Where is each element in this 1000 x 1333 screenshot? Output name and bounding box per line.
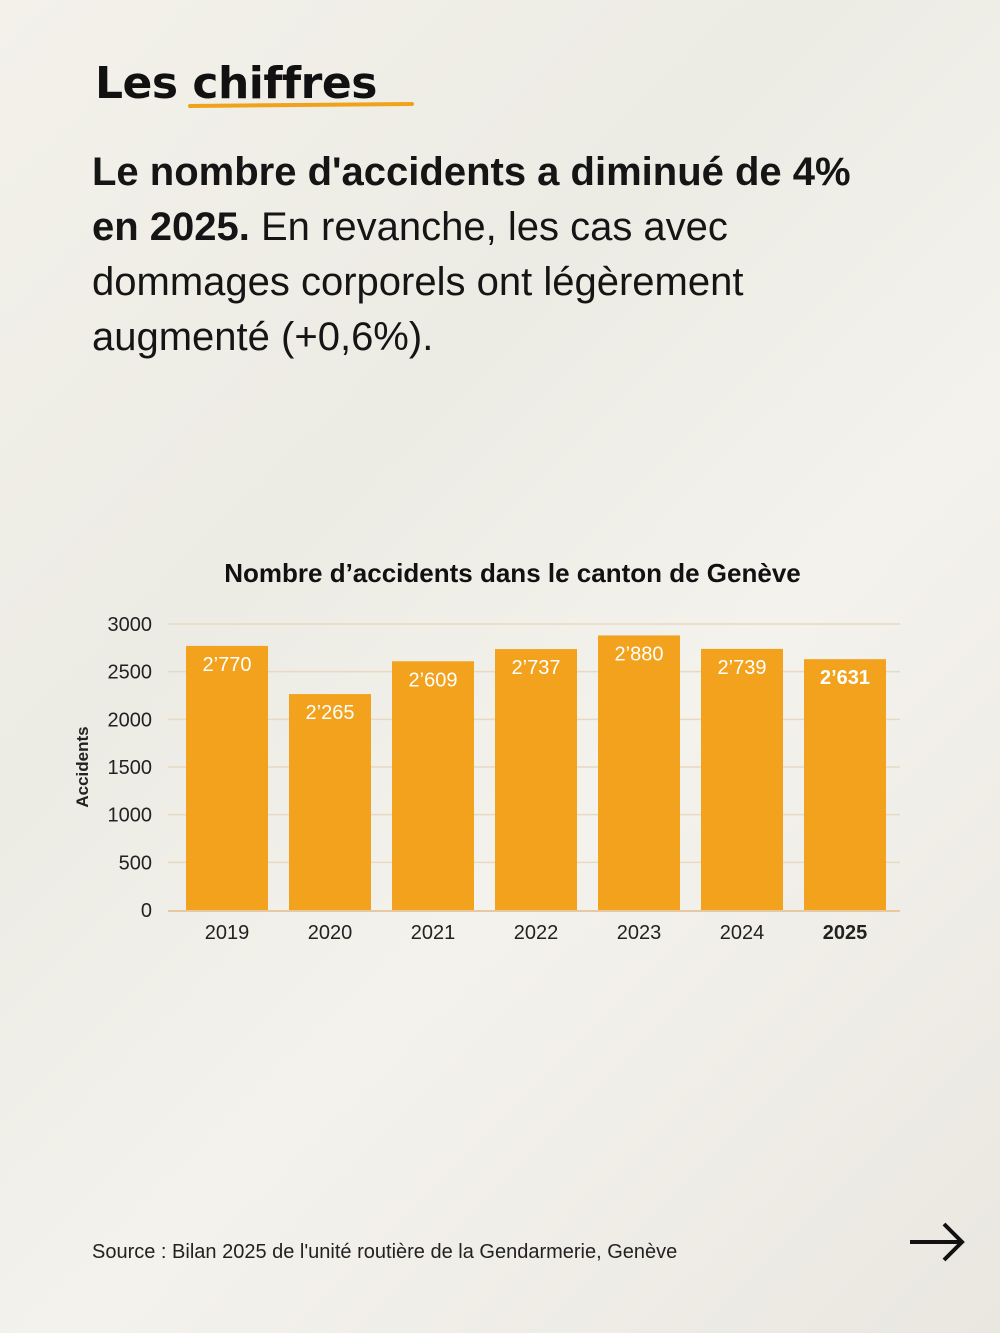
bar (392, 661, 474, 910)
bar-chart: 0 500 1000 1500 2000 2500 3000 Accidents 2’770 20… (73, 614, 900, 944)
y-tick-label: 3000 (108, 614, 153, 636)
y-tick-label: 2500 (108, 662, 153, 684)
lead-rest: En revanche, les cas avec dommages corpo… (92, 205, 744, 359)
x-tick-label: 2025 (823, 922, 868, 944)
data-label: 2’880 (615, 643, 664, 665)
source-note: Source : Bilan 2025 de l'unité routière … (92, 1241, 678, 1263)
data-label: 2’609 (409, 669, 458, 691)
y-tick-label: 1500 (108, 757, 153, 779)
data-label: 2’631 (820, 667, 870, 689)
y-tick-label: 2000 (108, 709, 153, 731)
chart-title: Nombre d’accidents dans le canton de Gen… (224, 558, 801, 588)
y-tick-label: 0 (141, 900, 152, 922)
bar (289, 694, 371, 910)
lead-bold: Le nombre d'accidents a diminué de 4% en… (92, 150, 851, 249)
x-tick-label: 2020 (308, 922, 353, 944)
arrow-right-icon[interactable] (908, 1220, 966, 1264)
data-label: 2’737 (512, 657, 561, 679)
bar (186, 645, 268, 910)
x-tick-label: 2023 (617, 922, 662, 944)
section-kicker: Les chiffres (95, 58, 377, 109)
y-tick-label: 1000 (108, 805, 153, 827)
data-label: 2’739 (718, 657, 767, 679)
x-tick-label: 2019 (205, 922, 250, 944)
data-label: 2’265 (306, 702, 355, 724)
bar (701, 648, 783, 910)
bar (804, 659, 886, 910)
data-label: 2’770 (203, 654, 252, 676)
x-tick-label: 2022 (514, 922, 559, 944)
bar (495, 649, 577, 910)
x-tick-label: 2024 (720, 922, 765, 944)
x-tick-label: 2021 (411, 922, 456, 944)
y-tick-label: 500 (119, 852, 152, 874)
lead-text: Le nombre d'accidents a diminué de 4% en… (92, 145, 872, 365)
y-axis-label: Accidents (73, 726, 92, 807)
bar (598, 635, 680, 910)
